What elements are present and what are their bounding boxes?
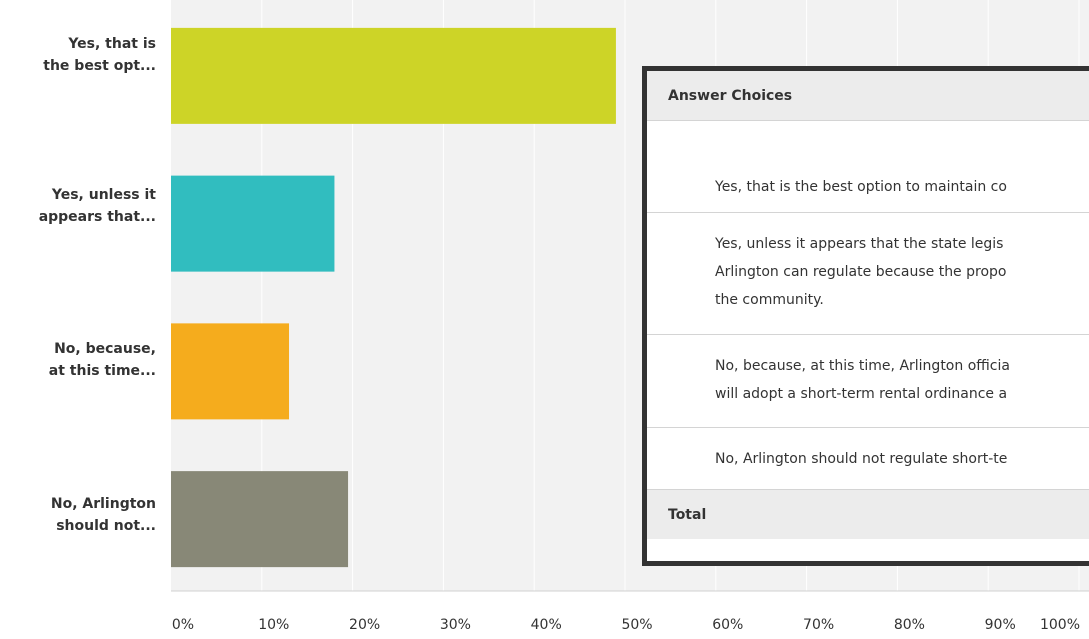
table-row: Yes, unless it appears that the state le… [647,213,1089,335]
x-tick-label: 0% [171,617,195,633]
x-tick-label: 70% [803,617,835,633]
category-label: No, Arlington should not... [50,496,156,534]
category-label: Yes, that is the best opt... [43,36,156,74]
x-tick-label: 30% [439,617,471,633]
row-text: No, Arlington should not regulate short-… [715,451,1008,467]
x-tick-label: 100% [1039,617,1081,633]
x-tick-label: 60% [712,617,744,633]
bar [171,27,616,124]
row-text: will adopt a short-term rental ordinance… [715,386,1008,402]
table-total: Total [647,489,1089,539]
row-text: Yes, that is the best option to maintain… [715,179,1007,195]
bar [171,323,290,420]
bar [171,471,349,568]
row-text: No, because, at this time, Arlington off… [715,358,1010,374]
category-label: Yes, unless it appears that... [38,187,156,225]
row-text: Yes, unless it appears that the state le… [715,236,1004,252]
x-tick-label: 40% [530,617,562,633]
answer-choices-table: Answer Choices Yes, that is the best opt… [642,66,1089,566]
bar [171,175,335,272]
x-tick-label: 50% [621,617,653,633]
row-text: Arlington can regulate because the propo [715,264,1007,280]
x-tick-label: 90% [984,617,1016,633]
table-row: No, Arlington should not regulate short-… [647,428,1089,489]
x-tick-label: 20% [349,617,381,633]
row-text: the community. [715,292,824,308]
x-tick-label: 10% [258,617,290,633]
x-tick-label: 80% [893,617,925,633]
table-row: Yes, that is the best option to maintain… [647,121,1089,213]
table-row: No, because, at this time, Arlington off… [647,335,1089,428]
table-header: Answer Choices [647,71,1089,121]
category-label: No, because, at this time... [48,341,156,379]
